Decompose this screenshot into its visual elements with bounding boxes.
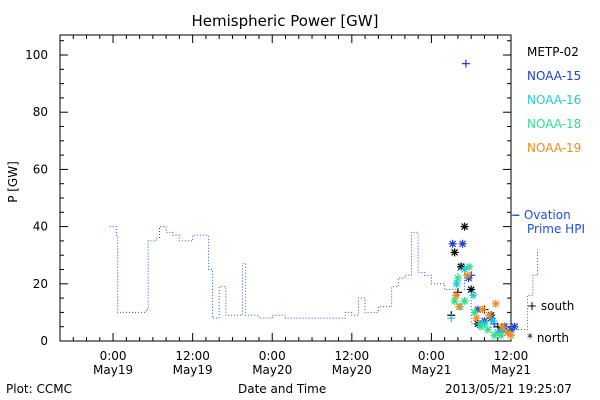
y-axis-label: P [GW] bbox=[6, 161, 20, 203]
y-tick-label: 60 bbox=[33, 162, 48, 176]
data-point-north bbox=[477, 322, 486, 331]
x-tick-time-label: 0:00 bbox=[100, 349, 127, 363]
data-point-north bbox=[487, 314, 496, 323]
data-point-north bbox=[455, 302, 464, 311]
data-point-north bbox=[451, 291, 460, 300]
x-axis-label: Date and Time bbox=[238, 382, 327, 396]
ovation-label-line2: Prime HPI bbox=[527, 222, 585, 236]
x-tick-date-label: May20 bbox=[332, 363, 372, 377]
data-point-north bbox=[485, 311, 494, 320]
data-point-north bbox=[499, 325, 508, 334]
data-point-north bbox=[497, 331, 506, 340]
data-point-north bbox=[483, 325, 492, 334]
data-point-north bbox=[490, 331, 499, 340]
x-tick-time-label: 0:00 bbox=[418, 349, 445, 363]
data-point-north bbox=[491, 299, 500, 308]
ovation-hpi-line bbox=[109, 226, 539, 333]
x-tick-date-label: May20 bbox=[252, 363, 292, 377]
data-point-north bbox=[480, 319, 489, 328]
data-point-north bbox=[464, 274, 473, 283]
x-tick-date-label: May21 bbox=[411, 363, 451, 377]
data-point-north bbox=[493, 328, 502, 337]
marker-north-label: north bbox=[536, 331, 570, 345]
data-point-north bbox=[452, 279, 461, 288]
data-point-north bbox=[450, 296, 459, 305]
y-tick-label: 80 bbox=[33, 105, 48, 119]
legend-item-noaa-15: NOAA-15 bbox=[527, 69, 582, 83]
data-point-north bbox=[448, 239, 457, 248]
data-point-north bbox=[467, 285, 476, 294]
marker-south-label: south bbox=[540, 299, 575, 313]
x-tick-time-label: 12:00 bbox=[494, 349, 529, 363]
data-point-north bbox=[489, 316, 498, 325]
y-tick-label: 40 bbox=[33, 220, 48, 234]
data-point-south bbox=[447, 314, 456, 323]
footer-credit: Plot: CCMC bbox=[6, 382, 72, 396]
data-point-north bbox=[458, 239, 467, 248]
y-tick-label: 20 bbox=[33, 277, 48, 291]
x-tick-time-label: 12:00 bbox=[335, 349, 370, 363]
footer-timestamp: 2013/05/21 19:25:07 bbox=[445, 382, 572, 396]
data-point-north bbox=[470, 308, 479, 317]
data-point-north bbox=[460, 265, 469, 274]
x-tick-time-label: 12:00 bbox=[175, 349, 210, 363]
marker-south-symbol: + bbox=[527, 299, 538, 313]
marker-north-symbol: * bbox=[527, 331, 533, 345]
data-point-north bbox=[475, 319, 484, 328]
y-tick-label: 100 bbox=[25, 48, 48, 62]
data-point-north bbox=[469, 291, 478, 300]
x-tick-date-label: May19 bbox=[173, 363, 213, 377]
y-tick-label: 0 bbox=[40, 334, 48, 348]
data-point-south bbox=[461, 59, 470, 68]
x-tick-time-label: 0:00 bbox=[259, 349, 286, 363]
x-tick-date-label: May19 bbox=[93, 363, 133, 377]
data-point-north bbox=[507, 325, 515, 334]
chart-title: Hemispheric Power [GW] bbox=[191, 12, 379, 30]
data-point-north bbox=[460, 222, 469, 231]
ovation-label-line1: – Ovation bbox=[514, 208, 571, 222]
x-tick-date-label: May21 bbox=[491, 363, 531, 377]
data-point-north bbox=[450, 248, 459, 257]
data-point-north bbox=[510, 322, 519, 331]
legend-item-noaa-16: NOAA-16 bbox=[527, 93, 582, 107]
data-point-north bbox=[478, 305, 487, 314]
legend-item-noaa-19: NOAA-19 bbox=[527, 141, 582, 155]
data-point-north bbox=[453, 274, 462, 283]
data-point-north bbox=[457, 262, 466, 271]
data-point-north bbox=[463, 271, 472, 280]
data-point-north bbox=[465, 262, 474, 271]
legend-item-metp-02: METP-02 bbox=[527, 45, 579, 59]
marker-legend-south: + south bbox=[527, 299, 574, 313]
data-point-north bbox=[473, 305, 482, 314]
data-point-north bbox=[507, 331, 515, 340]
data-point-north bbox=[460, 296, 469, 305]
data-point-north bbox=[503, 328, 512, 337]
marker-legend-north: * north bbox=[527, 331, 569, 345]
data-point-north bbox=[498, 322, 507, 331]
data-point-north bbox=[472, 314, 481, 323]
legend-item-noaa-18: NOAA-18 bbox=[527, 117, 582, 131]
plot-frame bbox=[59, 34, 512, 342]
